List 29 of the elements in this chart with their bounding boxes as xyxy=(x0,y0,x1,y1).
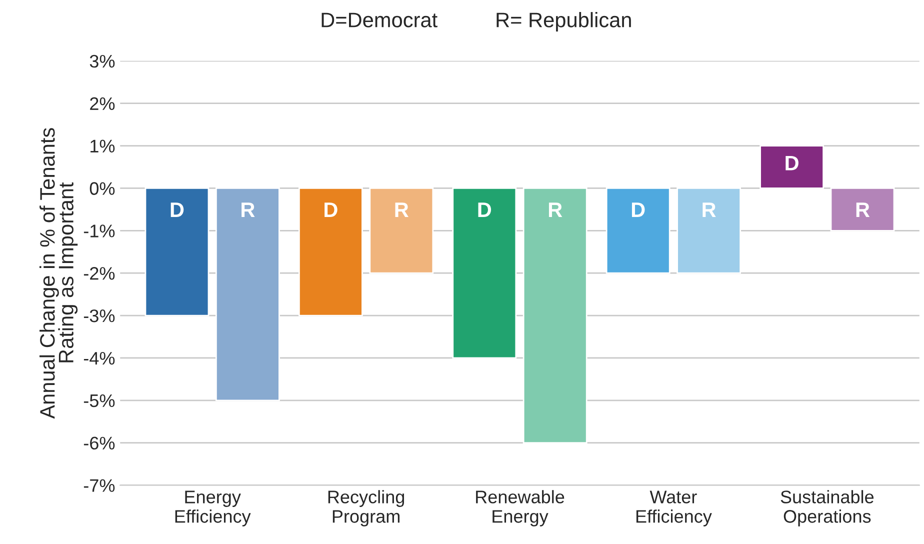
text: R xyxy=(702,202,716,217)
y-tick-label: 1% xyxy=(90,140,115,152)
text: R= Republican xyxy=(496,12,631,32)
y-tick-label: 3% xyxy=(90,54,115,68)
text: D=Democrat xyxy=(322,12,438,28)
y-tick-label: -1% xyxy=(84,224,115,238)
y-tick-label: 0% xyxy=(90,182,115,195)
y-tick-label: 2% xyxy=(90,97,115,110)
x-tick-label: Sustainable Operations xyxy=(780,490,874,526)
text: R xyxy=(548,202,562,217)
y-axis-title: Annual Change in % of Tenants Rating as Important xyxy=(40,128,78,419)
series-label: R xyxy=(856,202,870,217)
x-tick-label: Energy Efficiency xyxy=(175,490,251,526)
y-tick-label: -2% xyxy=(84,267,115,280)
y-tick-label: -5% xyxy=(84,394,115,408)
text: D xyxy=(324,202,338,217)
text: D xyxy=(170,202,184,217)
y-tick-label: -4% xyxy=(84,352,115,365)
x-tick-label: Recycling Program xyxy=(328,490,404,526)
x-tick-label: Renewable Energy xyxy=(476,490,564,526)
text: D xyxy=(632,202,645,217)
y-tick-label: -6% xyxy=(84,436,115,450)
series-label: D xyxy=(786,156,798,170)
x-tick-label: Water Efficiency xyxy=(636,490,712,526)
text: D xyxy=(478,202,492,217)
y-tick-label: -3% xyxy=(84,309,115,322)
y-tick-label: -7% xyxy=(84,479,115,492)
text: R xyxy=(242,202,255,217)
text: R xyxy=(395,202,408,217)
